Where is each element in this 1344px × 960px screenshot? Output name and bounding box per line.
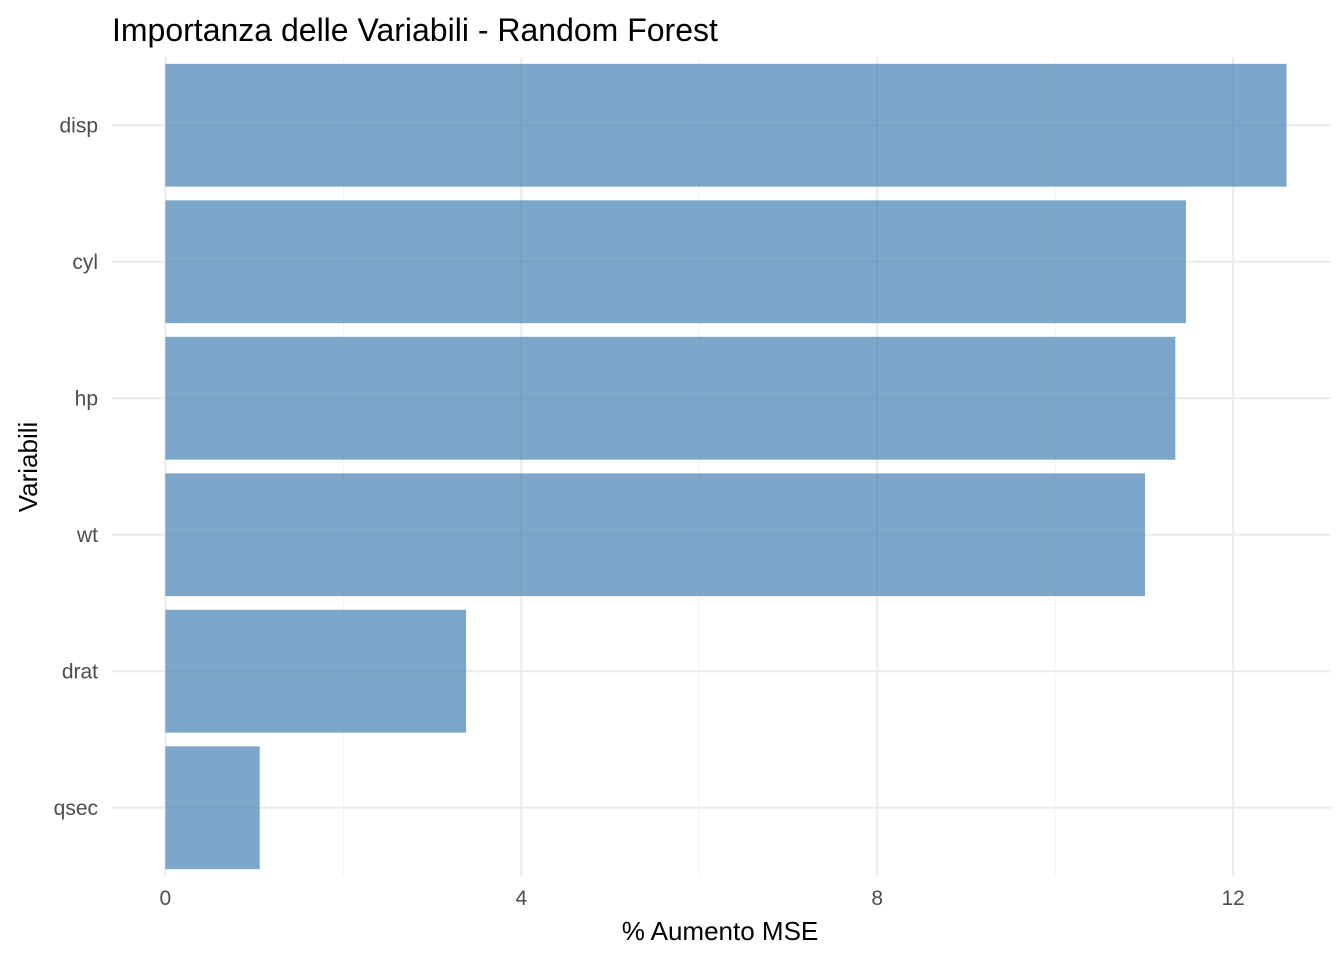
bars [165, 63, 1287, 870]
y-tick-label: qsec [54, 797, 98, 820]
y-tick-label: disp [59, 114, 98, 137]
y-tick-label: hp [75, 387, 98, 410]
y-tick-label: drat [62, 660, 98, 683]
y-axis-ticks: disp cyl hp wt drat qsec [54, 114, 99, 820]
x-tick-label: 8 [871, 887, 883, 910]
y-axis-title: Variabili [13, 422, 43, 513]
bar-disp [165, 63, 1287, 187]
bar-drat [165, 609, 467, 733]
bar-cyl [165, 200, 1186, 324]
y-tick-label: cyl [72, 251, 98, 274]
x-tick-label: 0 [160, 887, 172, 910]
x-axis-ticks: 0 4 8 12 [160, 887, 1245, 910]
bar-wt [165, 473, 1146, 597]
chart-title: Importanza delle Variabili - Random Fore… [112, 12, 718, 48]
bar-qsec [165, 746, 260, 870]
x-tick-label: 4 [515, 887, 527, 910]
y-tick-label: wt [76, 524, 98, 547]
bar-hp [165, 336, 1176, 460]
x-axis-title: % Aumento MSE [622, 916, 819, 946]
x-tick-label: 12 [1221, 887, 1244, 910]
